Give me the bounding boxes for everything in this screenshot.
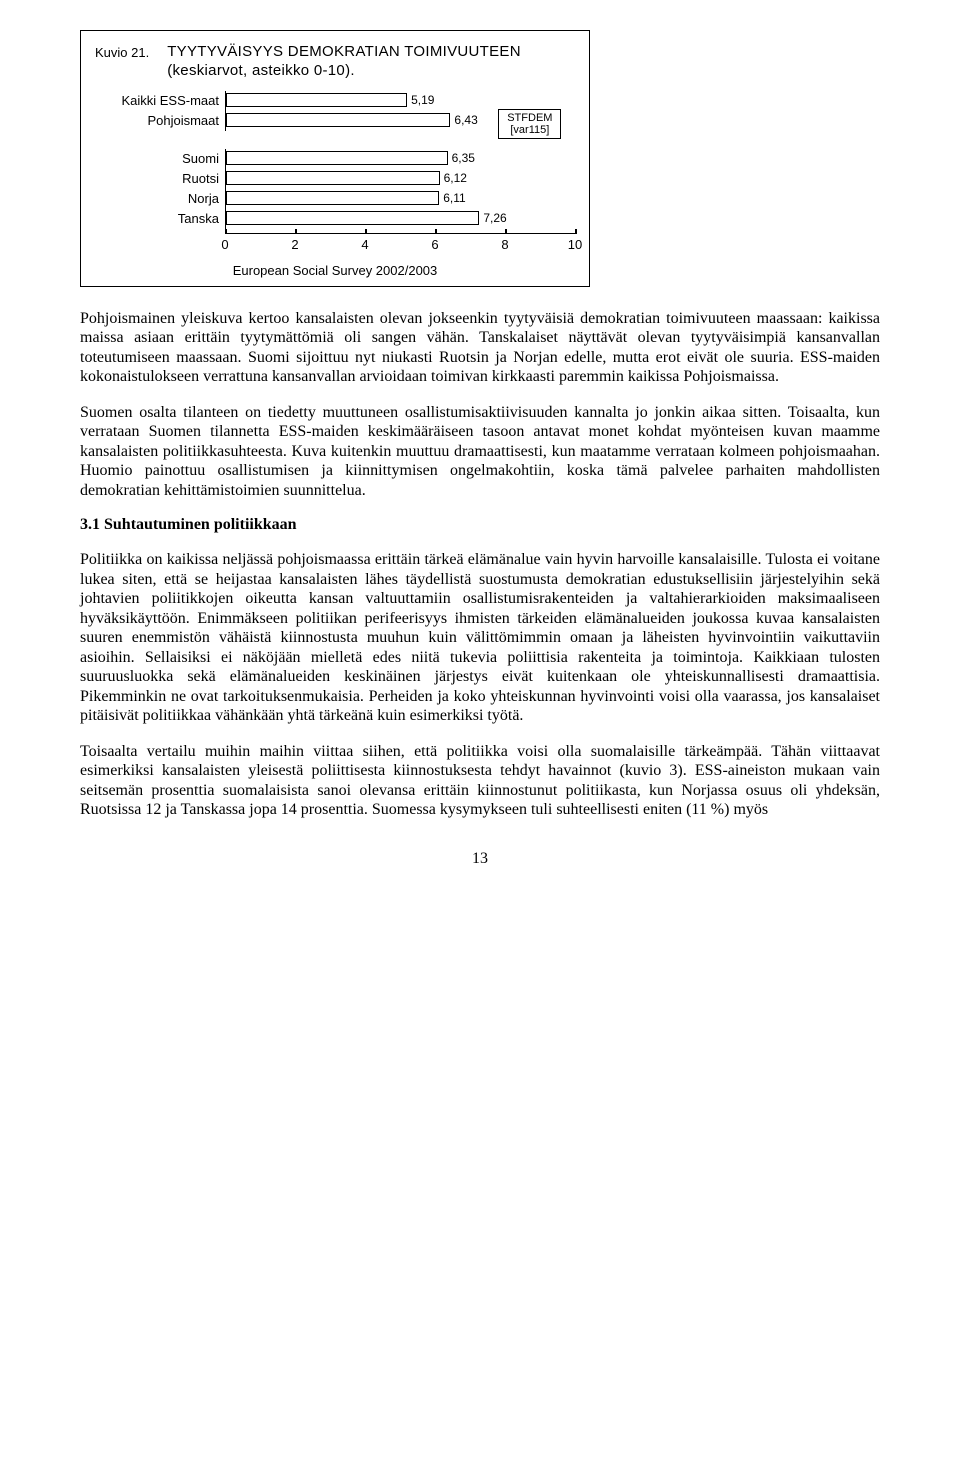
axis-tick: [225, 229, 227, 234]
axis-area: 0246810: [225, 233, 575, 253]
category-label: Ruotsi: [95, 171, 225, 186]
legend-box: STFDEM [var115]: [498, 109, 561, 139]
bar-value: 6,43: [454, 113, 477, 127]
chart-row: Ruotsi 6,12: [95, 169, 575, 189]
bar-track: 6,35: [225, 149, 575, 169]
bar-track: 6,43 STFDEM [var115]: [225, 111, 575, 131]
chart-row: Norja 6,11: [95, 189, 575, 209]
bar-value: 6,12: [444, 171, 467, 185]
figure-number: Kuvio 21.: [95, 43, 149, 60]
bar-track: 7,26: [225, 209, 575, 229]
figure-caption: European Social Survey 2002/2003: [95, 263, 575, 278]
bar-value: 7,26: [483, 211, 506, 225]
paragraph: Toisaalta vertailu muihin maihin viittaa…: [80, 742, 880, 820]
bar: [226, 211, 479, 225]
legend-line2: [var115]: [510, 124, 549, 136]
category-label: Tanska: [95, 211, 225, 226]
axis-tick-label: 0: [221, 237, 228, 252]
bar-value: 6,35: [452, 151, 475, 165]
bar: [226, 93, 407, 107]
paragraph: Politiikka on kaikissa neljässä pohjoism…: [80, 550, 880, 726]
figure-title: TYYTYVÄISYYS DEMOKRATIAN TOIMIVUUTEEN (k…: [167, 43, 575, 81]
axis-tick-label: 2: [291, 237, 298, 252]
figure-21: Kuvio 21. TYYTYVÄISYYS DEMOKRATIAN TOIMI…: [80, 30, 590, 287]
legend-line1: STFDEM: [507, 112, 552, 124]
axis-tick: [575, 229, 577, 234]
axis-tick-label: 8: [501, 237, 508, 252]
x-axis: 0246810: [95, 229, 575, 253]
axis-tick: [505, 229, 507, 234]
chart-row: Suomi 6,35: [95, 149, 575, 169]
page-number: 13: [80, 850, 880, 868]
axis-tick: [365, 229, 367, 234]
section-heading: 3.1 Suhtautuminen politiikkaan: [80, 516, 880, 534]
chart-row: Tanska 7,26: [95, 209, 575, 229]
axis-tick-label: 10: [568, 237, 582, 252]
bar-track: 6,12: [225, 169, 575, 189]
axis-tick: [295, 229, 297, 234]
paragraph: Pohjoismainen yleiskuva kertoo kansalais…: [80, 309, 880, 387]
figure-header: Kuvio 21. TYYTYVÄISYYS DEMOKRATIAN TOIMI…: [95, 43, 575, 81]
category-label: Norja: [95, 191, 225, 206]
axis-tick-label: 4: [361, 237, 368, 252]
category-label: Pohjoismaat: [95, 113, 225, 128]
axis-tick: [435, 229, 437, 234]
bar-track: 5,19: [225, 91, 575, 111]
chart-row: Pohjoismaat 6,43 STFDEM [var115]: [95, 111, 575, 131]
bar: [226, 191, 439, 205]
axis-tick-label: 6: [431, 237, 438, 252]
bar: [226, 151, 448, 165]
bar-value: 5,19: [411, 93, 434, 107]
bar-value: 6,11: [443, 191, 465, 205]
bar-chart: Kaikki ESS-maat 5,19 Pohjoismaat 6,43 ST…: [95, 91, 575, 278]
bar: [226, 171, 440, 185]
category-label: Suomi: [95, 151, 225, 166]
chart-row: Kaikki ESS-maat 5,19: [95, 91, 575, 111]
category-label: Kaikki ESS-maat: [95, 93, 225, 108]
bar: [226, 113, 450, 127]
paragraph: Suomen osalta tilanteen on tiedetty muut…: [80, 403, 880, 501]
bar-track: 6,11: [225, 189, 575, 209]
